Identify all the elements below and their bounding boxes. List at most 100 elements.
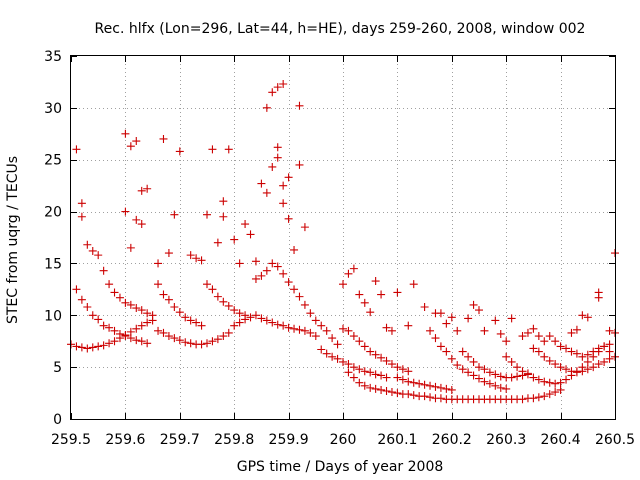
data-point	[132, 215, 141, 224]
data-point	[273, 143, 282, 152]
data-point	[398, 375, 407, 384]
data-point	[306, 328, 315, 337]
data-point	[426, 381, 435, 390]
data-point	[175, 147, 184, 156]
data-point	[148, 316, 157, 325]
data-point	[164, 295, 173, 304]
data-point	[121, 330, 130, 339]
data-point	[197, 256, 206, 265]
data-point	[230, 321, 239, 330]
x-tick-label: 259.7	[160, 432, 200, 448]
data-point	[518, 395, 527, 404]
data-point	[355, 365, 364, 374]
data-point	[170, 302, 179, 311]
data-point	[507, 314, 516, 323]
data-point	[513, 363, 522, 372]
data-point	[496, 372, 505, 381]
data-point	[246, 230, 255, 239]
data-point	[382, 323, 391, 332]
data-point	[121, 207, 130, 216]
data-point	[219, 332, 228, 341]
data-point	[203, 339, 211, 348]
data-point	[154, 280, 163, 289]
data-point	[77, 199, 86, 208]
data-point	[126, 142, 135, 151]
data-point	[589, 363, 598, 372]
data-point	[110, 326, 119, 335]
data-point	[262, 103, 271, 112]
data-point	[545, 390, 554, 399]
data-point	[300, 326, 309, 335]
data-point	[349, 332, 358, 341]
data-point	[556, 363, 565, 372]
data-point	[344, 326, 353, 335]
data-point	[322, 349, 331, 358]
data-point	[600, 342, 609, 351]
y-tick-label: 25	[44, 153, 62, 169]
data-point	[137, 306, 146, 315]
data-point	[426, 326, 435, 335]
data-point	[197, 321, 206, 330]
data-point	[170, 210, 179, 219]
data-point	[594, 360, 603, 369]
data-point	[143, 309, 152, 318]
data-point	[203, 210, 211, 219]
data-point	[496, 329, 505, 338]
data-point	[246, 313, 255, 322]
data-point	[578, 352, 587, 361]
data-point	[333, 340, 342, 349]
data-point	[349, 264, 358, 273]
x-tick-label: 260.2	[432, 432, 472, 448]
data-point	[115, 293, 124, 302]
y-tick-label: 0	[53, 412, 62, 428]
data-point	[480, 365, 489, 374]
data-point	[583, 350, 592, 359]
data-point	[88, 311, 97, 320]
data-point	[523, 370, 532, 379]
data-point	[251, 274, 260, 283]
data-point	[300, 300, 309, 309]
data-point	[333, 354, 342, 363]
data-point	[164, 249, 173, 258]
data-point	[132, 336, 141, 345]
data-point	[567, 371, 576, 380]
data-point	[132, 304, 141, 313]
data-point	[491, 370, 500, 379]
data-point	[219, 197, 228, 206]
data-point	[279, 181, 288, 190]
data-point	[469, 371, 478, 380]
data-point	[251, 311, 260, 320]
data-point	[339, 280, 347, 289]
data-point	[502, 352, 511, 361]
data-point	[159, 328, 168, 337]
data-point	[556, 385, 565, 394]
x-tick-label: 259.9	[269, 432, 309, 448]
data-point	[284, 214, 293, 223]
x-tick-label: 260.5	[595, 432, 635, 448]
data-point	[371, 277, 380, 286]
data-point	[529, 324, 538, 333]
data-point	[295, 325, 304, 334]
data-point	[491, 381, 500, 390]
data-point	[284, 323, 293, 332]
data-point	[72, 285, 81, 294]
data-point	[322, 326, 331, 335]
x-axis-title: GPS time / Days of year 2008	[237, 459, 444, 475]
data-point	[192, 318, 201, 327]
data-point	[295, 101, 304, 110]
data-point	[551, 360, 560, 369]
data-point	[72, 145, 81, 154]
data-point	[534, 393, 543, 402]
data-point	[262, 266, 271, 275]
data-point	[409, 280, 418, 289]
data-point	[126, 243, 135, 252]
y-tick-label: 30	[44, 101, 62, 117]
data-point	[197, 340, 206, 349]
data-point	[583, 357, 592, 366]
data-point	[241, 315, 250, 324]
data-point	[387, 388, 396, 397]
data-point	[344, 368, 353, 377]
data-point	[480, 326, 489, 335]
data-point	[262, 316, 271, 325]
data-point	[290, 324, 299, 333]
